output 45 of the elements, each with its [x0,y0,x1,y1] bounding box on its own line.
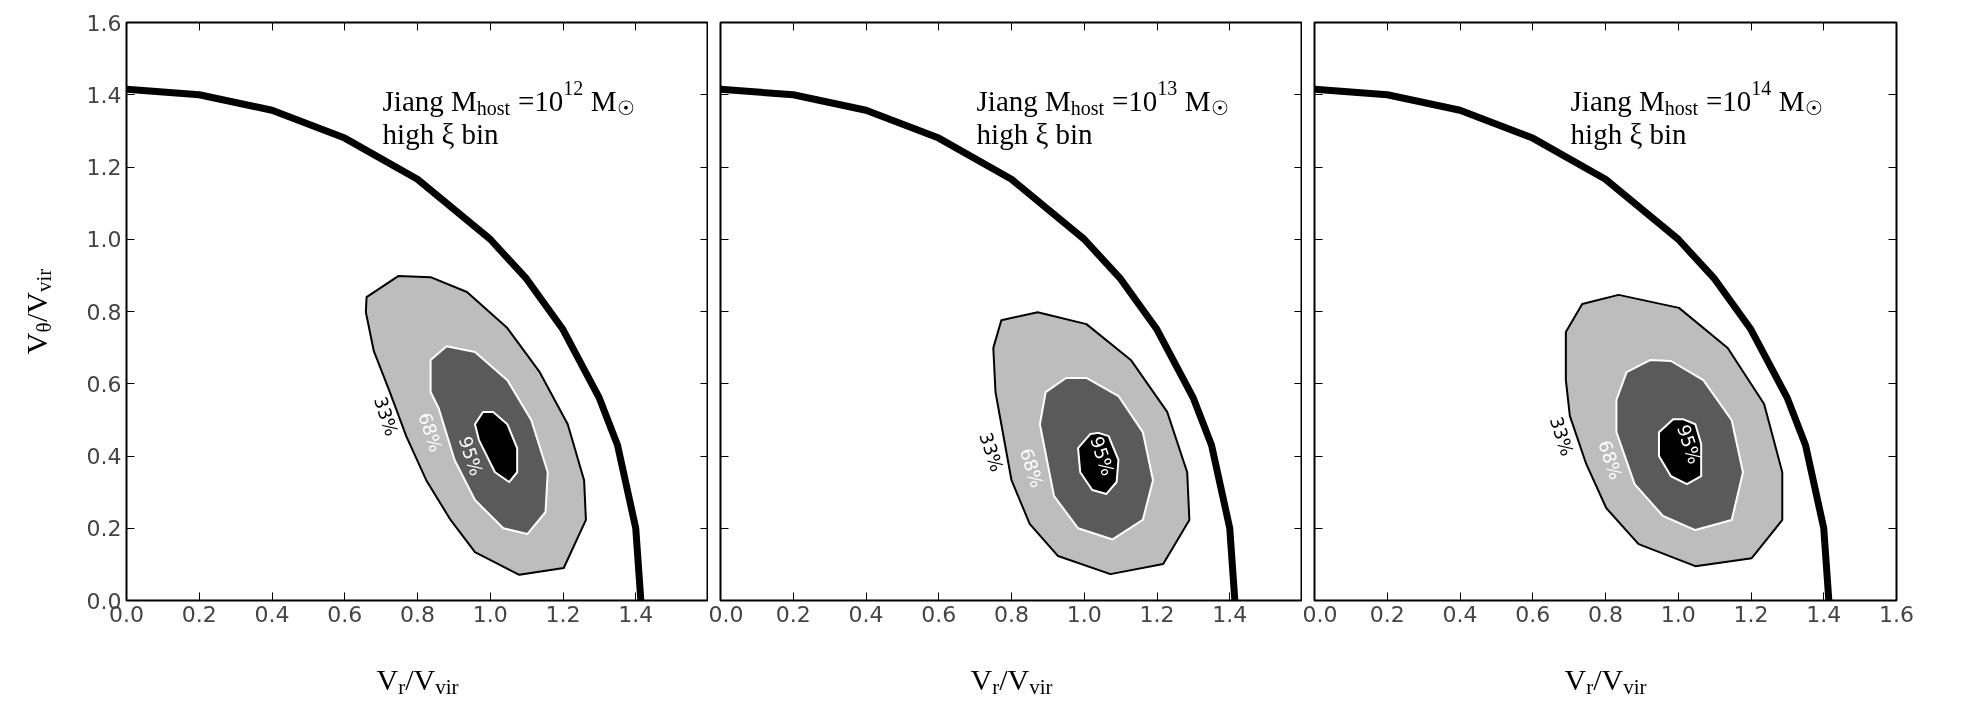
annotation: 68% [1594,437,1627,483]
x-tick-label: 1.4 [1806,601,1842,627]
x-tick-label: 1.2 [1733,601,1769,627]
annotation: high ξ bin [976,118,1094,151]
x-tick-label: 0.2 [181,601,217,627]
y-tick-label: 0.8 [86,299,122,325]
annotation: high ξ bin [1570,118,1688,151]
annotation: 68% [414,409,447,455]
x-tick-label: 0.4 [1442,601,1478,627]
y-tick-label: 1.6 [86,10,122,36]
x-tick-label: 0.0 [708,601,744,627]
y-tick-label: 0.4 [86,444,122,469]
annotation: 95% [1086,433,1119,479]
y-axis-title: Vθ/Vvir [20,268,56,355]
x-tick-label: 1.6 [1879,601,1915,627]
y-tick-label: 1.0 [86,227,122,253]
y-tick-label: 0.2 [86,516,122,542]
x-tick-label: 0.8 [994,601,1030,627]
x-tick-label: 0.4 [254,601,290,627]
y-tick-label: 1.2 [86,155,122,180]
x-tick-label: 0.2 [1369,601,1405,627]
annotation: 95% [454,433,488,479]
x-tick-label: 0.0 [1302,601,1338,627]
x-tick-label: 0.6 [921,601,957,627]
annotation: 95% [1672,421,1706,467]
x-tick-label: 1.2 [545,601,581,627]
x-tick-label: 0.6 [1515,601,1551,627]
x-tick-label: 0.8 [400,601,436,627]
annotation: 33% [975,429,1008,475]
x-tick-label: 0.6 [327,601,363,627]
y-tick-label: 0.6 [86,371,122,397]
x-tick-label: 1.0 [1660,601,1696,627]
x-tick-label: 1.2 [1139,601,1175,627]
x-tick-label: 1.0 [1066,601,1102,627]
x-tick-label: 1.4 [618,601,654,627]
x-tick-label: 1.4 [1212,601,1248,627]
x-tick-label: 1.0 [472,601,508,627]
annotation: 68% [1015,445,1049,491]
x-tick-label: 0.2 [775,601,811,627]
annotation: 33% [369,393,403,439]
annotation: high ξ bin [382,118,500,151]
annotation: 33% [1545,413,1579,459]
x-tick-label: 0.8 [1588,601,1624,627]
x-tick-label: 0.4 [848,601,884,627]
y-tick-label: 1.4 [86,82,122,108]
